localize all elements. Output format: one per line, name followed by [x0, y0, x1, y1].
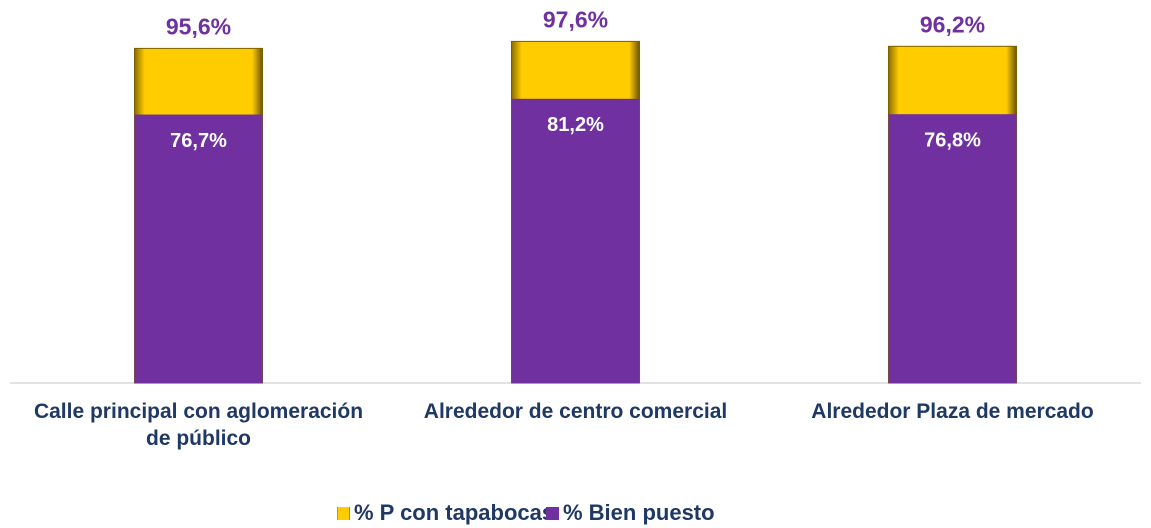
- data-label: 81,2%: [547, 114, 604, 136]
- bar: [511, 98, 640, 384]
- x-tick-label: Calle principal con aglomeración de públ…: [33, 400, 364, 450]
- x-tick-label: Alrededor Plaza de mercado: [811, 400, 1094, 423]
- legend-swatch: [546, 507, 559, 520]
- x-tick-label: Alrededor de centro comercial: [423, 400, 728, 423]
- legend-label: % Bien puesto: [563, 500, 715, 525]
- bar: [134, 114, 263, 384]
- bar: [888, 114, 1017, 383]
- legend-label: % P con tapabocas: [354, 500, 554, 525]
- data-label: 76,8%: [924, 129, 981, 151]
- data-label: 97,6%: [543, 6, 608, 32]
- data-label: 76,7%: [170, 130, 227, 152]
- data-label: 95,6%: [166, 13, 231, 39]
- data-label: 96,2%: [920, 11, 985, 37]
- legend-swatch: [337, 507, 350, 520]
